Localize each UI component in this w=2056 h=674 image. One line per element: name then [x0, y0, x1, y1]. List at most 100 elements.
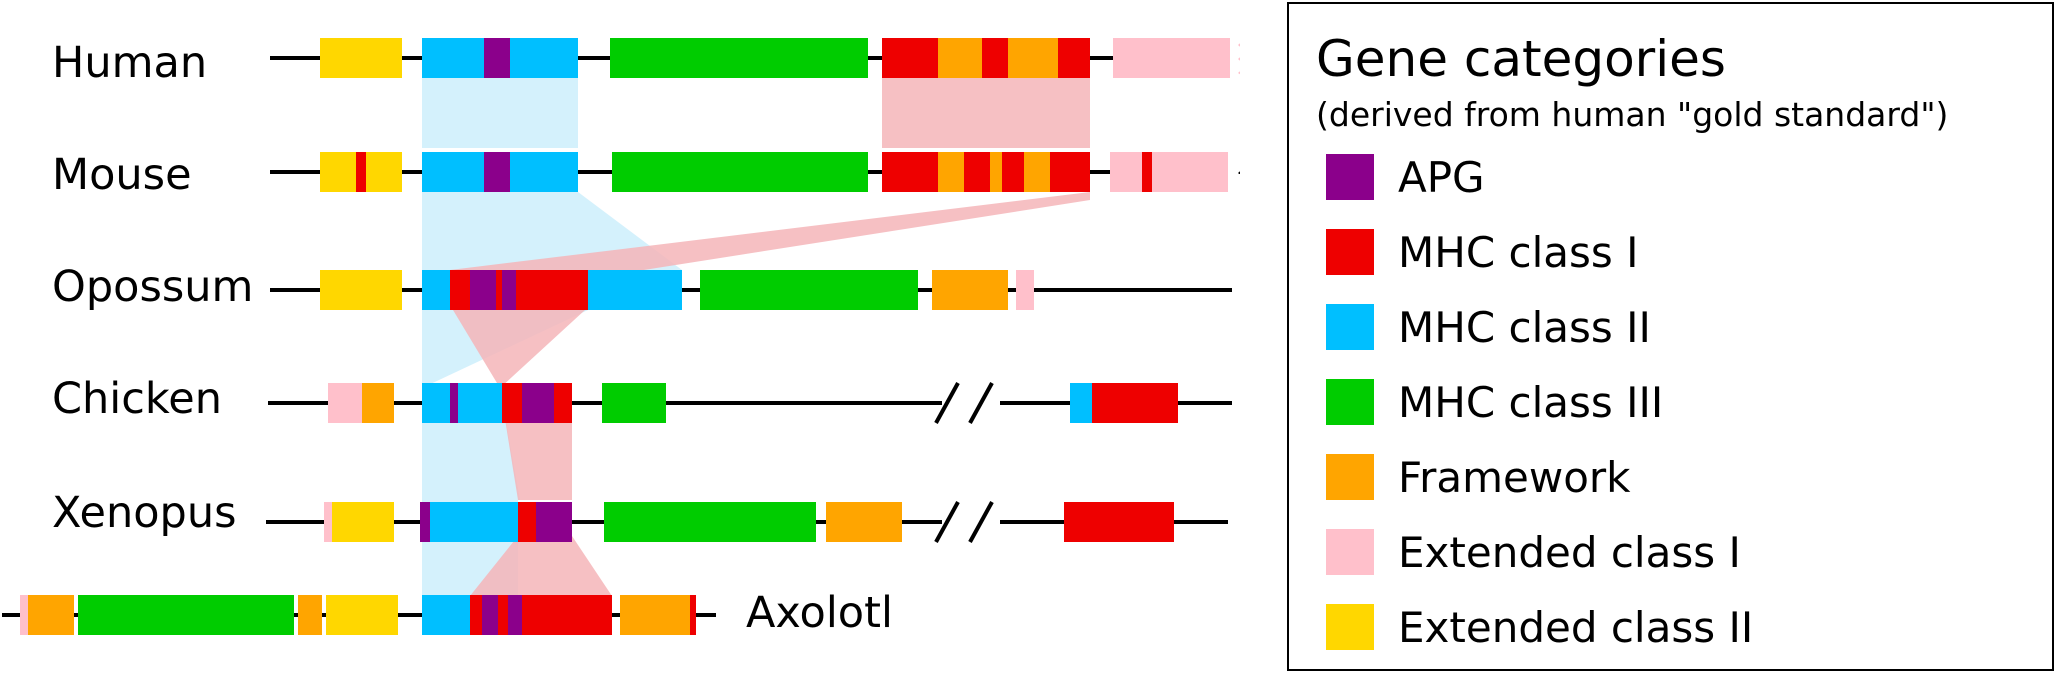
synteny-band-human-mouse-mhc1 — [882, 78, 1090, 148]
species-label-chicken: Chicken — [52, 374, 222, 424]
legend-label: Framework — [1398, 452, 1631, 502]
species-label-xenopus: Xenopus — [52, 488, 237, 538]
legend-item-mhc-class-2: MHC class II — [1326, 302, 1651, 352]
legend-label: MHC class III — [1398, 377, 1664, 427]
gene-axolotl-ext1 — [20, 595, 28, 635]
gene-mouse-mhc3 — [612, 152, 868, 192]
gene-mouse-framework — [1024, 152, 1050, 192]
species-label-mouse: Mouse — [52, 150, 192, 200]
legend-item-framework: Framework — [1326, 452, 1631, 502]
gene-human-mhc2 — [510, 38, 578, 78]
gene-opossum-framework — [932, 270, 1008, 310]
gene-mouse-ext2 — [366, 152, 402, 192]
gene-xenopus-apg — [536, 502, 572, 542]
gene-mouse-apg — [484, 152, 510, 192]
gene-xenopus-mhc3 — [604, 502, 816, 542]
gene-axolotl-framework — [298, 595, 322, 635]
gene-human-framework — [1008, 38, 1058, 78]
legend-swatch-mhc-class-3 — [1326, 379, 1374, 425]
legend-label: Extended class I — [1398, 527, 1741, 577]
gene-mouse-mhc2 — [422, 152, 484, 192]
gene-opossum-mhc2 — [422, 270, 450, 310]
legend-item-extended-class-1: Extended class I — [1326, 527, 1741, 577]
gene-mouse-mhc2 — [510, 152, 578, 192]
gene-mouse-mhc1 — [1050, 152, 1090, 192]
gene-chicken-mhc2 — [422, 383, 450, 423]
gene-chicken-apg — [450, 383, 458, 423]
gene-mouse-mhc1 — [356, 152, 366, 192]
species-label-axolotl: Axolotl — [746, 588, 893, 638]
gene-axolotl-framework — [620, 595, 690, 635]
legend-label: APG — [1398, 152, 1485, 202]
legend-label: MHC class II — [1398, 302, 1651, 352]
gene-mouse-mhc1 — [964, 152, 990, 192]
legend-swatch-mhc-class-1 — [1326, 229, 1374, 275]
gene-chicken-framework — [362, 383, 394, 423]
gene-xenopus-mhc1 — [1064, 502, 1174, 542]
gene-chicken-mhc2 — [1070, 383, 1092, 423]
gene-axolotl-mhc1 — [470, 595, 482, 635]
legend-label: Extended class II — [1398, 602, 1754, 652]
legend-swatch-apg — [1326, 154, 1374, 200]
gene-opossum-mhc1 — [516, 270, 588, 310]
gene-xenopus-ext1 — [324, 502, 332, 542]
legend-title: Gene categories — [1316, 30, 1726, 88]
gene-axolotl-ext2 — [326, 595, 398, 635]
truncation-mark-mouse — [1228, 152, 1246, 192]
gene-opossum-mhc1 — [450, 270, 470, 310]
gene-mouse-ext1 — [1110, 152, 1142, 192]
gene-mouse-mhc1 — [1142, 152, 1152, 192]
gene-human-apg — [484, 38, 510, 78]
gene-human-mhc1 — [982, 38, 1008, 78]
legend-swatch-framework — [1326, 454, 1374, 500]
gene-axolotl-mhc3 — [78, 595, 294, 635]
legend-subtitle: (derived from human "gold standard") — [1316, 95, 1949, 134]
synteny-band-opossum-chicken-mhc1 — [453, 310, 585, 388]
break-slash-xenopus — [934, 501, 960, 543]
gene-mouse-ext1 — [1152, 152, 1238, 192]
legend: Gene categories (derived from human "gol… — [1287, 2, 2054, 671]
break-slash-chicken — [968, 382, 994, 424]
species-label-opossum: Opossum — [52, 262, 254, 312]
gene-opossum-apg — [470, 270, 496, 310]
gene-axolotl-mhc1 — [690, 595, 696, 635]
legend-label: MHC class I — [1398, 227, 1639, 277]
gene-mouse-mhc1 — [1002, 152, 1024, 192]
mhc-synteny-diagram — [2, 38, 1246, 635]
gene-opossum-ext2 — [320, 270, 402, 310]
gene-chicken-mhc1 — [502, 383, 522, 423]
gene-opossum-mhc2 — [588, 270, 682, 310]
gene-opossum-mhc3 — [700, 270, 918, 310]
legend-swatch-extended-class-1 — [1326, 529, 1374, 575]
gene-human-mhc1 — [1058, 38, 1090, 78]
truncation-mark-human — [1230, 38, 1246, 78]
gene-human-mhc1 — [882, 38, 938, 78]
break-slash-xenopus — [968, 501, 994, 543]
break-gap-chicken — [942, 395, 1000, 411]
legend-item-extended-class-2: Extended class II — [1326, 602, 1754, 652]
gene-mouse-framework — [938, 152, 964, 192]
gene-xenopus-framework — [826, 502, 902, 542]
legend-swatch-mhc-class-2 — [1326, 304, 1374, 350]
species-label-human: Human — [52, 38, 208, 88]
gene-xenopus-mhc1 — [518, 502, 536, 542]
gene-opossum-mhc1 — [496, 270, 502, 310]
gene-human-ext2 — [320, 38, 402, 78]
gene-opossum-apg — [502, 270, 516, 310]
gene-chicken-ext1 — [328, 383, 362, 423]
gene-chicken-mhc2 — [458, 383, 502, 423]
gene-xenopus-apg — [420, 502, 430, 542]
gene-chicken-mhc1 — [1092, 383, 1178, 423]
gene-human-framework — [938, 38, 982, 78]
gene-human-mhc2 — [422, 38, 484, 78]
gene-axolotl-apg — [508, 595, 522, 635]
gene-mouse-ext2 — [320, 152, 356, 192]
synteny-band-xenopus-axolotl-mhc1 — [470, 536, 612, 596]
gene-chicken-mhc3 — [602, 383, 666, 423]
gene-axolotl-mhc2 — [422, 595, 470, 635]
gene-opossum-ext1 — [1016, 270, 1034, 310]
gene-mouse-framework — [990, 152, 1002, 192]
break-gap-xenopus — [942, 514, 1000, 530]
synteny-band-human-mouse-mhc2 — [422, 78, 578, 148]
gene-human-ext1 — [1113, 38, 1240, 78]
